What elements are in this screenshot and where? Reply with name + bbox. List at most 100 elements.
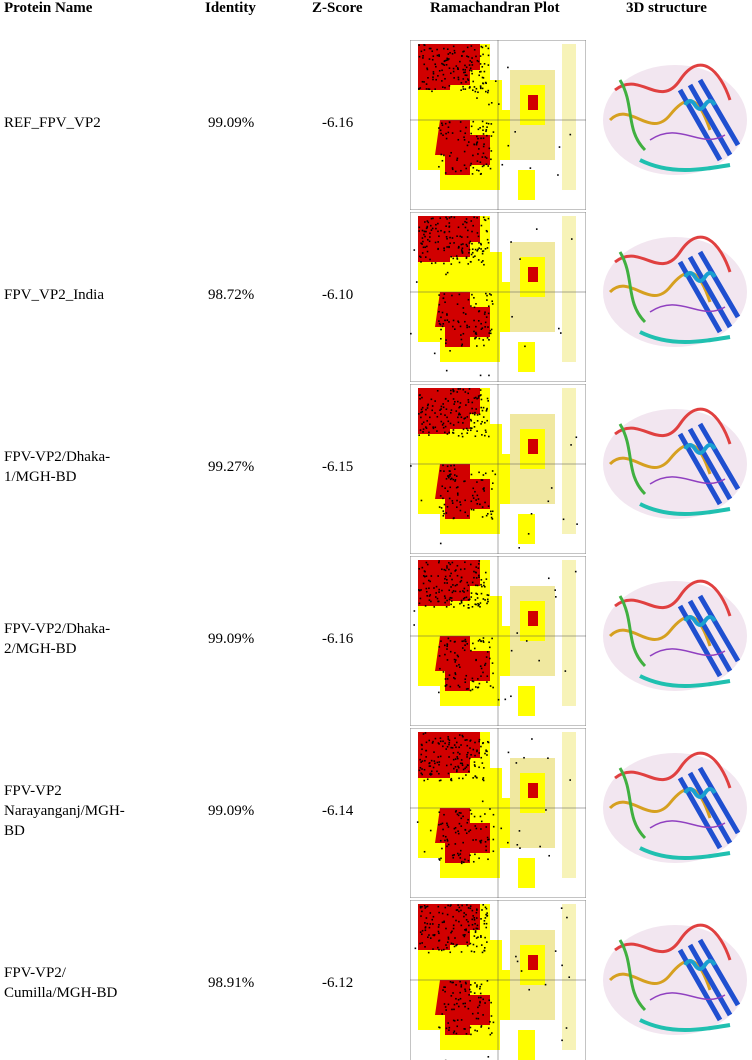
residue-point — [464, 990, 467, 992]
residue-point — [453, 1030, 456, 1033]
residue-point — [475, 55, 477, 58]
residue-point — [470, 813, 473, 815]
identity: 99.27% — [208, 459, 255, 475]
residue-point — [465, 1032, 468, 1035]
residue-point — [418, 87, 420, 90]
residue-point — [454, 468, 456, 470]
core-region — [528, 267, 538, 282]
residue-point — [486, 915, 488, 917]
residue-point — [446, 578, 448, 581]
residue-point — [477, 1017, 480, 1020]
residue-point — [558, 146, 561, 148]
residue-point — [479, 815, 482, 818]
residue-point — [482, 778, 484, 781]
residue-point — [469, 164, 472, 167]
residue-point — [487, 89, 490, 92]
residue-point — [482, 998, 485, 1001]
residue-point — [423, 81, 425, 83]
residue-point — [460, 985, 463, 988]
residue-point — [424, 235, 426, 238]
residue-point — [478, 310, 481, 312]
residue-point — [429, 594, 432, 596]
residue-point — [467, 401, 470, 403]
residue-point — [448, 226, 451, 228]
residue-point — [454, 480, 456, 482]
residue-point — [462, 590, 464, 592]
residue-point — [462, 598, 465, 600]
residue-point — [478, 638, 481, 641]
residue-point — [424, 926, 427, 929]
residue-point — [475, 937, 478, 939]
residue-point — [432, 934, 434, 936]
residue-point — [438, 811, 441, 814]
residue-point — [458, 906, 461, 909]
residue-point — [436, 770, 438, 773]
residue-point — [424, 221, 426, 223]
core-region — [418, 44, 490, 175]
residue-point — [452, 478, 455, 481]
residue-point — [490, 123, 493, 125]
residue-point — [460, 744, 462, 746]
residue-point — [489, 330, 492, 332]
residue-point — [477, 320, 480, 322]
residue-point — [472, 860, 475, 863]
residue-point — [429, 416, 431, 419]
residue-point — [434, 412, 436, 414]
residue-point — [476, 909, 478, 911]
residue-point — [438, 506, 441, 508]
residue-point — [469, 942, 472, 945]
residue-point — [448, 756, 450, 758]
residue-point — [431, 58, 434, 61]
residue-point — [486, 91, 489, 94]
residue-point — [447, 126, 450, 129]
residue-point — [461, 640, 464, 643]
residue-point — [461, 236, 463, 238]
core-region — [528, 783, 538, 798]
residue-point — [439, 495, 442, 497]
residue-point — [485, 922, 488, 925]
residue-point — [452, 398, 455, 400]
ramachandran-plot — [410, 556, 586, 726]
residue-point — [479, 394, 482, 397]
residue-point — [418, 230, 421, 232]
residue-point — [468, 64, 471, 66]
residue-point — [433, 760, 436, 762]
residue-point — [459, 402, 462, 404]
residue-point — [419, 942, 421, 945]
residue-point — [462, 50, 464, 53]
residue-point — [433, 587, 435, 589]
residue-point — [486, 602, 488, 605]
residue-point — [438, 646, 441, 648]
residue-point — [476, 481, 478, 483]
residue-point — [473, 319, 475, 322]
residue-point — [442, 134, 444, 137]
residue-point — [421, 80, 424, 83]
residue-point — [473, 919, 476, 921]
residue-point — [477, 248, 479, 251]
residue-point — [426, 250, 429, 253]
residue-point — [423, 850, 426, 853]
residue-point — [447, 58, 450, 60]
residue-point — [458, 261, 461, 264]
residue-point — [446, 947, 448, 949]
residue-point — [419, 256, 422, 258]
residue-point — [449, 478, 452, 481]
residue-point — [420, 411, 422, 414]
residue-point — [510, 695, 512, 698]
residue-point — [450, 216, 453, 218]
name-line: Narayanganj/MGH- — [4, 803, 125, 819]
residue-point — [477, 397, 480, 399]
residue-point — [428, 434, 430, 436]
residue-point — [469, 240, 472, 243]
residue-point — [477, 604, 480, 607]
residue-point — [459, 121, 462, 123]
residue-point — [420, 261, 422, 263]
residue-point — [462, 332, 465, 335]
residue-point — [487, 312, 490, 315]
residue-point — [480, 756, 483, 759]
residue-point — [480, 423, 482, 425]
residue-point — [464, 739, 467, 741]
residue-point — [477, 235, 480, 238]
structure-image — [603, 235, 747, 347]
residue-point — [459, 568, 462, 571]
